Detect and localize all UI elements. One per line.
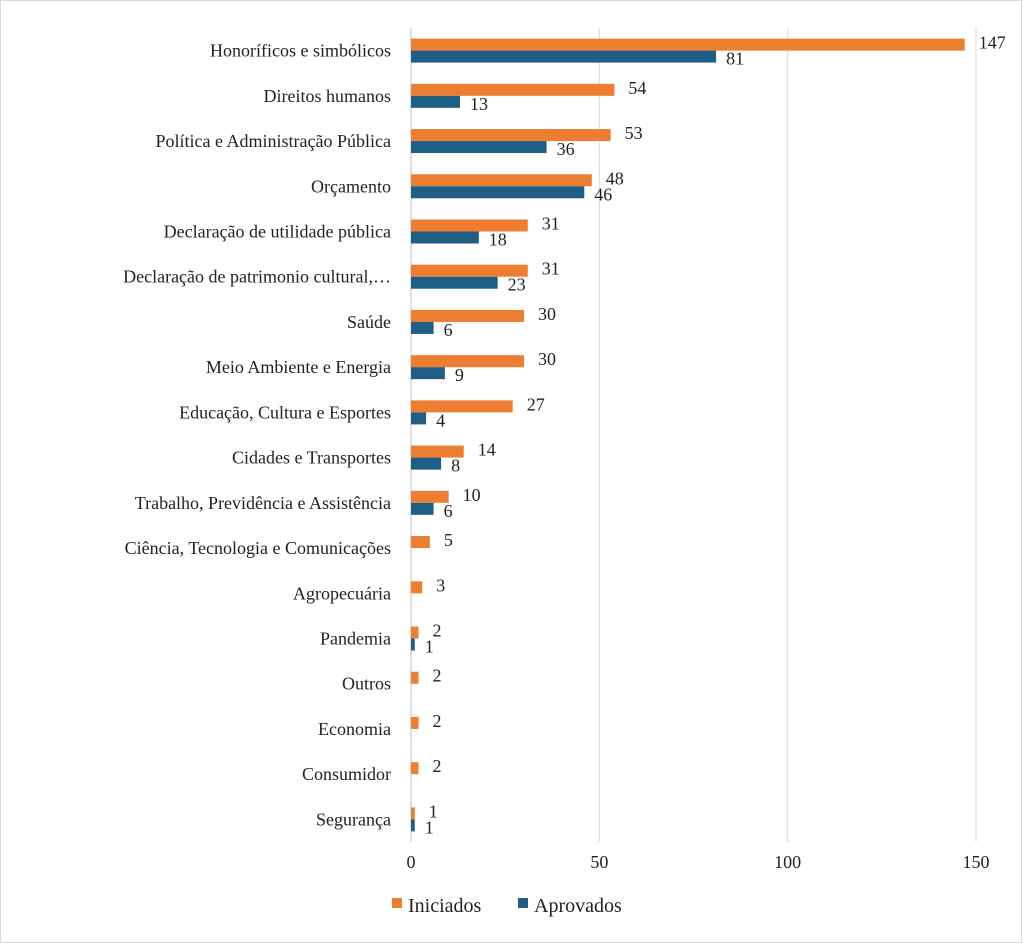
category-label: Economia (318, 719, 391, 739)
category-label: Cidades e Transportes (232, 448, 391, 468)
category-label: Honoríficos e simbólicos (210, 41, 391, 61)
x-tick-labels: 0 50 100 150 (407, 852, 990, 872)
data-label-iniciados: 2 (433, 711, 442, 731)
data-label-iniciados: 14 (478, 440, 496, 460)
data-label-iniciados: 54 (628, 78, 646, 98)
category-label: Meio Ambiente e Energia (206, 357, 391, 377)
category-label: Saúde (347, 312, 391, 332)
bar-iniciados (411, 536, 430, 549)
bar-iniciados (411, 626, 419, 639)
data-label-iniciados: 5 (444, 530, 453, 550)
data-label-aprovados: 18 (489, 230, 507, 250)
bar-aprovados (411, 231, 479, 244)
data-label-aprovados: 81 (726, 49, 744, 69)
category-label: Outros (342, 674, 391, 694)
category-label: Segurança (316, 809, 391, 829)
bar-iniciados (411, 38, 965, 51)
bars (411, 38, 965, 832)
category-label: Política e Administração Pública (156, 131, 391, 151)
bar-aprovados (411, 457, 442, 470)
category-label: Consumidor (302, 764, 391, 784)
data-label-iniciados: 31 (542, 214, 560, 234)
data-label-iniciados: 10 (463, 485, 481, 505)
category-label: Direitos humanos (264, 86, 392, 106)
legend-swatch-iniciados (392, 898, 402, 908)
x-tick-label: 0 (407, 852, 416, 872)
legend-swatch-aprovados (518, 898, 528, 908)
bar-iniciados (411, 309, 524, 322)
data-label-aprovados: 6 (444, 320, 453, 340)
category-label: Agropecuária (293, 583, 391, 603)
data-label-aprovados: 1 (425, 817, 434, 837)
data-label-iniciados: 30 (538, 304, 556, 324)
bar-iniciados (411, 83, 615, 96)
category-label: Declaração de patrimonio cultural,… (123, 267, 391, 287)
value-labels: 1478154135336484631183123306309274148106… (425, 33, 1006, 838)
category-label: Ciência, Tecnologia e Comunicações (125, 538, 391, 558)
data-label-aprovados: 46 (594, 184, 612, 204)
bar-aprovados (411, 412, 427, 425)
bar-iniciados (411, 807, 415, 820)
data-label-aprovados: 4 (436, 410, 445, 430)
bar-aprovados (411, 141, 547, 154)
bar-aprovados (411, 638, 415, 651)
data-label-aprovados: 8 (451, 456, 460, 476)
bar-aprovados (411, 819, 415, 832)
data-label-iniciados: 3 (436, 575, 445, 595)
x-tick-label: 100 (774, 852, 801, 872)
x-tick-label: 150 (963, 852, 990, 872)
data-label-aprovados: 13 (470, 94, 488, 114)
data-label-iniciados: 53 (625, 123, 643, 143)
data-label-aprovados: 23 (508, 275, 526, 295)
legend-label-aprovados: Aprovados (534, 895, 622, 917)
bar-iniciados (411, 219, 528, 232)
data-label-aprovados: 9 (455, 365, 464, 385)
data-label-iniciados: 2 (433, 666, 442, 686)
legend: Iniciados Aprovados (392, 895, 622, 917)
data-label-aprovados: 36 (557, 139, 575, 159)
data-label-aprovados: 1 (425, 637, 434, 657)
bar-iniciados (411, 716, 419, 729)
data-label-iniciados: 1 (429, 801, 438, 821)
data-label-iniciados: 48 (606, 168, 624, 188)
category-labels: Honoríficos e simbólicos Direitos humanos… (123, 41, 391, 830)
data-label-iniciados: 30 (538, 349, 556, 369)
bar-iniciados (411, 490, 449, 503)
bar-aprovados (411, 50, 717, 63)
bar-aprovados (411, 502, 434, 515)
gridlines (410, 28, 977, 842)
data-label-iniciados: 31 (542, 259, 560, 279)
bar-aprovados (411, 186, 585, 199)
legend-label-iniciados: Iniciados (408, 895, 482, 917)
category-label: Declaração de utilidade pública (164, 222, 391, 242)
bar-iniciados (411, 174, 592, 187)
x-tick-label: 50 (590, 852, 608, 872)
category-label: Orçamento (311, 176, 391, 196)
bar-iniciados (411, 129, 611, 142)
bar-iniciados (411, 400, 513, 413)
category-label: Educação, Cultura e Esportes (179, 402, 391, 422)
category-label: Trabalho, Previdência e Assistência (135, 493, 391, 513)
bar-iniciados (411, 581, 423, 594)
bar-iniciados (411, 264, 528, 277)
data-label-aprovados: 6 (444, 501, 453, 521)
bar-iniciados (411, 762, 419, 775)
data-label-iniciados: 2 (433, 756, 442, 776)
category-label: Pandemia (320, 629, 391, 649)
bar-iniciados (411, 671, 419, 684)
bar-aprovados (411, 276, 498, 289)
data-label-iniciados: 147 (979, 33, 1006, 53)
data-label-iniciados: 27 (527, 394, 545, 414)
bar-aprovados (411, 321, 434, 334)
bar-aprovados (411, 367, 445, 380)
bar-aprovados (411, 95, 460, 108)
bar-iniciados (411, 355, 524, 368)
bar-iniciados (411, 445, 464, 458)
data-label-iniciados: 2 (433, 621, 442, 641)
